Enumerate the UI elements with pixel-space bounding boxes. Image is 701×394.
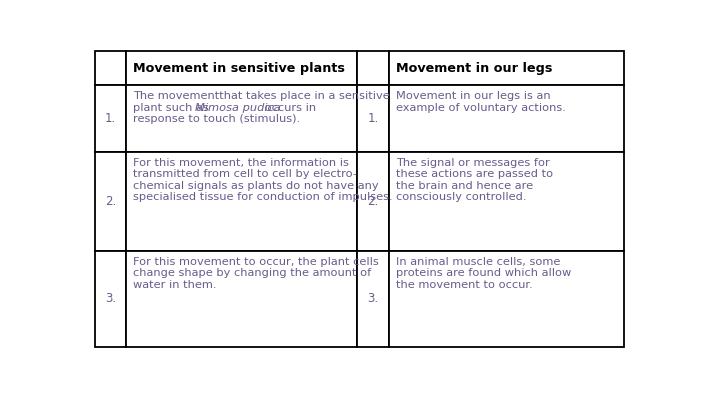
Text: consciously controlled.: consciously controlled. [395, 192, 526, 202]
Text: 2.: 2. [105, 195, 116, 208]
Bar [95, 152, 126, 251]
Text: Movement in our legs: Movement in our legs [395, 62, 552, 75]
Text: these actions are passed to: these actions are passed to [395, 169, 553, 179]
Text: 1.: 1. [105, 112, 116, 125]
Bar [357, 251, 388, 347]
Text: proteins are found which allow: proteins are found which allow [395, 268, 571, 278]
Text: 2.: 2. [367, 195, 379, 208]
Bar [95, 85, 126, 152]
Text: 3.: 3. [367, 292, 379, 305]
Text: occurs in: occurs in [261, 103, 316, 113]
Bar [357, 152, 388, 251]
Text: Mimosa pudica: Mimosa pudica [195, 103, 280, 113]
Bar [357, 85, 388, 152]
Text: chemical signals as plants do not have any: chemical signals as plants do not have a… [133, 181, 379, 191]
Bar [126, 152, 357, 251]
Text: Movement in our legs is an: Movement in our legs is an [395, 91, 550, 101]
Text: the movement to occur.: the movement to occur. [395, 280, 533, 290]
Bar [95, 51, 126, 85]
Bar [126, 85, 357, 152]
Text: the brain and hence are: the brain and hence are [395, 181, 533, 191]
Text: 3.: 3. [105, 292, 116, 305]
Text: example of voluntary actions.: example of voluntary actions. [395, 103, 566, 113]
Text: plant such as: plant such as [133, 103, 212, 113]
Text: In animal muscle cells, some: In animal muscle cells, some [395, 256, 560, 267]
Bar [357, 51, 388, 85]
Text: response to touch (stimulus).: response to touch (stimulus). [133, 114, 301, 124]
Text: water in them.: water in them. [133, 280, 217, 290]
Bar [388, 152, 624, 251]
Bar [126, 251, 357, 347]
Text: The signal or messages for: The signal or messages for [395, 158, 550, 167]
Bar [126, 51, 357, 85]
Text: transmitted from cell to cell by electro-: transmitted from cell to cell by electro… [133, 169, 358, 179]
Bar [388, 85, 624, 152]
Text: Movement in sensitive plants: Movement in sensitive plants [133, 62, 345, 75]
Bar [95, 251, 126, 347]
Text: specialised tissue for conduction of impulses.: specialised tissue for conduction of imp… [133, 192, 393, 202]
Text: 1.: 1. [367, 112, 379, 125]
Bar [388, 251, 624, 347]
Text: change shape by changing the amount of: change shape by changing the amount of [133, 268, 372, 278]
Text: For this movement, the information is: For this movement, the information is [133, 158, 349, 167]
Bar [388, 51, 624, 85]
Text: For this movement to occur, the plant cells: For this movement to occur, the plant ce… [133, 256, 379, 267]
Text: The movementthat takes place in a sensitive: The movementthat takes place in a sensit… [133, 91, 390, 101]
